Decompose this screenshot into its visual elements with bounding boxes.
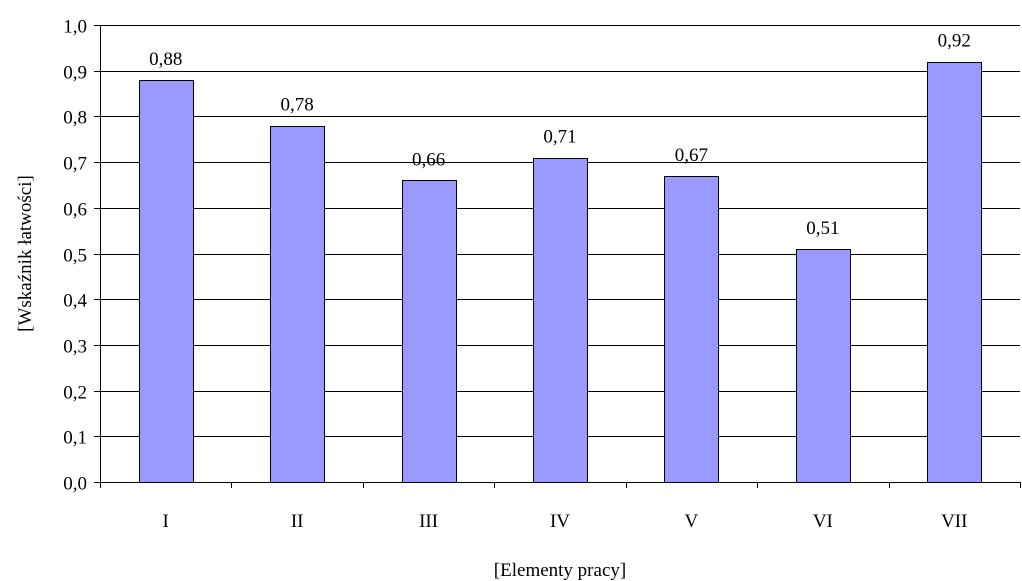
y-tick-labels: 0,0 0,1 0,2 0,3 0,4 0,5 0,6 0,7 0,8 0,9 1,0 [63,17,87,495]
data-label: 0,67 [675,145,708,166]
y-tick-label: 0,9 [63,63,87,84]
bar-IV [533,158,588,483]
x-tick-label: IV [550,511,570,532]
bar-VI [796,249,851,483]
x-tick-label: VI [813,511,833,532]
bar-III [402,180,457,483]
x-tick-label: III [419,511,438,532]
y-tick-label: 0,8 [63,108,87,129]
bar-I [139,80,194,483]
x-tick-labels: I II III IV V VI VII [163,511,968,532]
x-tick-label: V [685,511,699,532]
x-tick-label: I [163,511,169,532]
data-label: 0,71 [543,127,576,148]
y-tick-label: 0,1 [63,428,87,449]
y-axis-title: [Wskaźnik łatwości] [15,175,36,332]
y-tick-label: 0,5 [63,246,87,267]
bar-V [664,176,719,483]
data-label: 0,66 [412,149,445,170]
y-tick-label: 0,4 [63,291,87,312]
bar-II [270,126,325,483]
axes [94,25,1021,488]
data-label: 0,92 [938,31,971,52]
bars [139,62,982,483]
bar-VII [927,62,982,483]
y-tick-label: 0,6 [63,200,87,221]
y-tick-label: 1,0 [63,17,87,38]
data-label: 0,51 [806,218,839,239]
y-tick-label: 0,0 [63,474,87,495]
y-tick-label: 0,3 [63,337,87,358]
y-tick-label: 0,7 [63,154,87,175]
data-labels: 0,88 0,78 0,66 0,71 0,67 0,51 0,92 [149,31,971,239]
data-label: 0,78 [281,95,314,116]
x-tick-label: VII [941,511,967,532]
x-tick-label: II [291,511,304,532]
data-label: 0,88 [149,49,182,70]
x-axis-title: [Elementy pracy] [494,560,626,581]
y-tick-label: 0,2 [63,383,87,404]
